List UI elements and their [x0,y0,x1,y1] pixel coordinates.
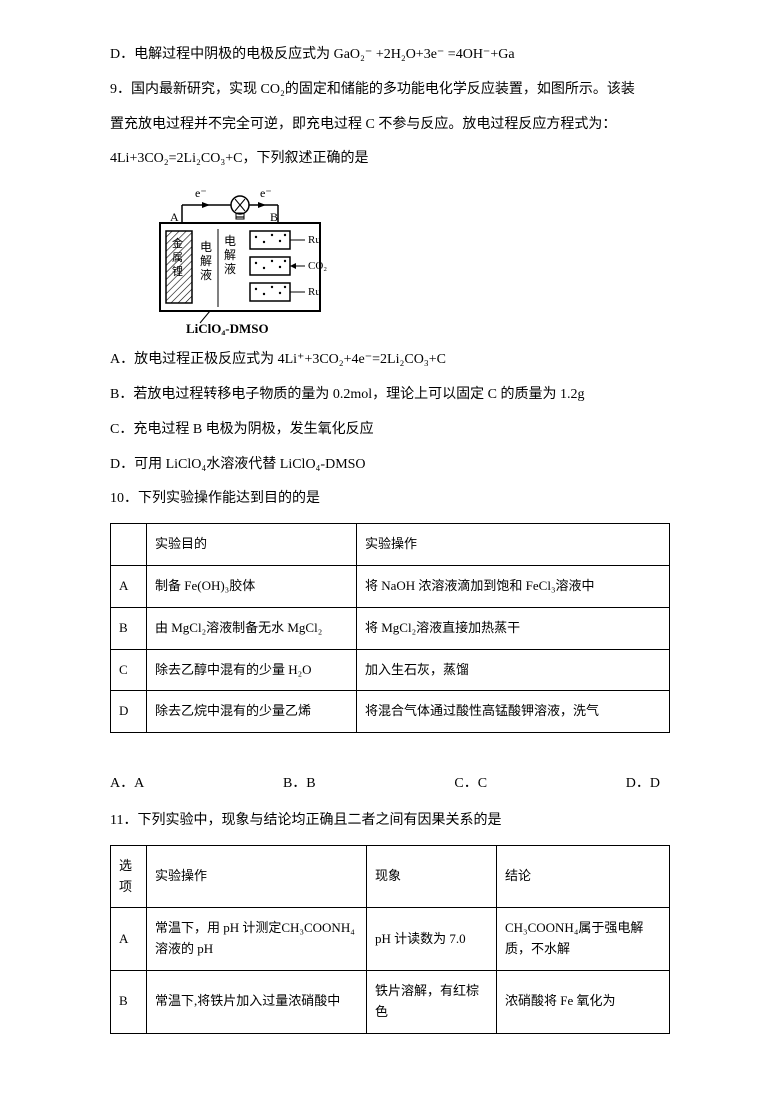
fig-metal-li-3: 锂 [172,264,183,278]
q9-option-c: C．充电过程 B 电极为阴极，发生氧化反应 [110,415,670,446]
q11-stem: 11．下列实验中，现象与结论均正确且二者之间有因果关系的是 [110,806,670,837]
q10-table: 实验目的 实验操作 A 制备 Fe(OH)₃胶体 将 NaOH 浓溶液滴加到饱和… [110,523,670,733]
fig-label-b: B [270,210,278,224]
svg-text:液: 液 [200,267,212,282]
table-row: B 常温下,将铁片加入过量浓硝酸中 铁片溶解，有红棕色 浓硝酸将 Fe 氧化为 [111,970,670,1033]
q9-stem-line1: 9．国内最新研究，实现 CO₂的固定和储能的多功能电化学反应装置，如图所示。该装 [110,75,670,106]
fig-label-a: A [170,210,179,224]
q9-figure: e⁻ e⁻ A B 金 属 锂 电 解 液 电 解 液 Ru CO₂ Ru Li… [140,185,340,335]
q10-stem: 10．下列实验操作能达到目的的是 [110,484,670,515]
fig-ru-top: Ru [308,234,321,246]
q11-head-c3: 现象 [367,845,497,908]
q10-options: A．A B．B C．C D．D [110,769,670,800]
fig-co2: CO₂ [308,260,327,272]
q10-opt-d: D．D [626,769,660,800]
fig-e1: e⁻ [195,186,207,200]
q11-head-c4: 结论 [497,845,670,908]
table-row: C 除去乙醇中混有的少量 H₂O 加入生石灰，蒸馏 [111,649,670,691]
q9-stem-line3: 4Li+3CO₂=2Li₂CO₃+C，下列叙述正确的是 [110,144,670,175]
q10-opt-a: A．A [110,769,144,800]
q9-stem-line2: 置充放电过程并不完全可逆，即充电过程 C 不参与反应。放电过程反应方程式为： [110,110,670,141]
q10-opt-c: C．C [454,769,487,800]
fig-metal-li-2: 属 [172,251,183,264]
q9-option-d: D．可用 LiClO₄水溶液代替 LiClO₄-DMSO [110,450,670,481]
q10-opt-b: B．B [283,769,316,800]
q10-head-c2: 实验目的 [147,524,357,566]
q10-head-c3: 实验操作 [357,524,670,566]
fig-electrolyte2-1: 电 [224,234,236,248]
svg-text:解: 解 [224,248,236,262]
q9-option-b: B．若放电过程转移电子物质的量为 0.2mol，理论上可以固定 C 的质量为 1… [110,380,670,411]
fig-electrolyte1-1: 电 [200,240,212,254]
fig-bottom-label: LiClO₄-DMSO [186,321,269,335]
table-row: D 除去乙烷中混有的少量乙烯 将混合气体通过酸性高锰酸钾溶液，洗气 [111,691,670,733]
table-row: B 由 MgCl₂溶液制备无水 MgCl₂ 将 MgCl₂溶液直接加热蒸干 [111,607,670,649]
q11-table: 选项 实验操作 现象 结论 A 常温下，用 pH 计测定CH₃COONH₄溶液的… [110,845,670,1034]
svg-text:液: 液 [224,261,236,276]
q8-option-d: D．电解过程中阴极的电极反应式为 GaO₂⁻ +2H₂O+3e⁻ =4OH⁻+G… [110,40,670,71]
q9-option-a: A．放电过程正极反应式为 4Li⁺+3CO₂+4e⁻=2Li₂CO₃+C [110,345,670,376]
fig-metal-li-1: 金 [172,236,183,250]
table-row: A 常温下，用 pH 计测定CH₃COONH₄溶液的 pH pH 计读数为 7.… [111,908,670,971]
table-row: A 制备 Fe(OH)₃胶体 将 NaOH 浓溶液滴加到饱和 FeCl₃溶液中 [111,565,670,607]
fig-ru-bottom: Ru [308,286,321,298]
q11-head-c1: 选项 [111,845,147,908]
fig-e2: e⁻ [260,186,272,200]
q10-head-c1 [111,524,147,566]
svg-text:解: 解 [200,254,212,268]
q11-head-c2: 实验操作 [147,845,367,908]
